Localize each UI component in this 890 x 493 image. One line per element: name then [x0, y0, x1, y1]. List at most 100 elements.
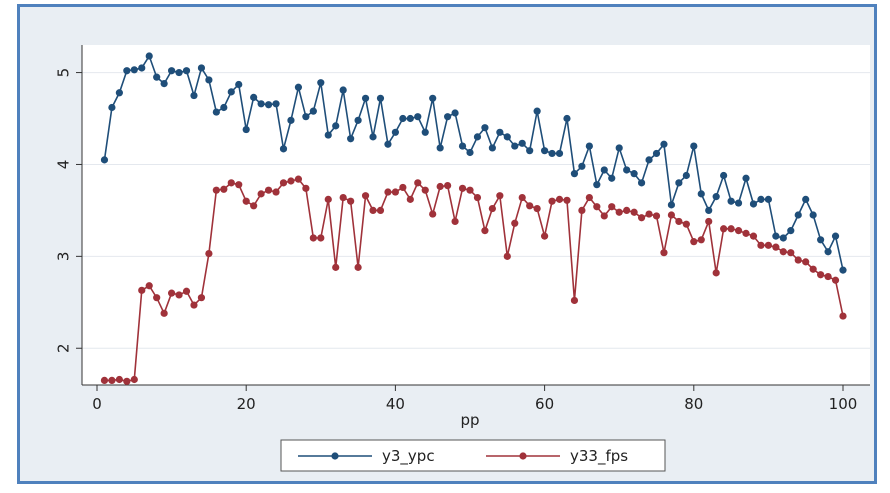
data-point-y33_fps	[473, 193, 482, 202]
data-point-y3_ypc	[264, 101, 273, 109]
data-point-y3_ypc	[220, 103, 228, 112]
series-layer	[100, 52, 847, 385]
data-point-y33_fps	[660, 249, 668, 257]
data-point-y3_ypc	[458, 142, 467, 150]
data-point-y3_ypc	[817, 236, 825, 244]
data-point-y33_fps	[384, 188, 392, 196]
data-point-y33_fps	[787, 249, 795, 257]
data-point-y3_ypc	[541, 147, 549, 155]
gridlines	[82, 72, 870, 349]
data-point-y3_ypc	[757, 195, 765, 203]
data-point-y33_fps	[526, 202, 534, 210]
plot-area	[82, 45, 870, 385]
x-tick-label: 80	[684, 395, 703, 413]
data-point-y3_ypc	[772, 232, 780, 240]
data-point-y3_ypc	[764, 195, 773, 203]
data-point-y33_fps	[205, 249, 213, 258]
data-point-y3_ypc	[496, 128, 504, 136]
data-point-y33_fps	[518, 193, 526, 202]
data-point-y33_fps	[399, 183, 407, 192]
data-point-y33_fps	[511, 219, 519, 227]
data-point-y3_ypc	[600, 166, 608, 174]
data-point-y3_ypc	[712, 193, 720, 201]
data-point-y3_ypc	[466, 148, 474, 157]
data-point-y33_fps	[757, 241, 765, 249]
data-point-y3_ypc	[287, 116, 295, 124]
data-point-y33_fps	[824, 272, 832, 281]
data-point-y33_fps	[242, 197, 250, 205]
data-point-y3_ypc	[578, 162, 586, 170]
data-point-y3_ypc	[675, 179, 683, 187]
data-point-y33_fps	[138, 286, 146, 294]
data-point-y33_fps	[690, 238, 698, 246]
data-point-y3_ypc	[279, 145, 288, 153]
axes: 2 3 4 5 0 20 40 60 80 100	[55, 45, 870, 413]
data-point-y3_ypc	[623, 166, 631, 174]
data-point-y3_ypc	[332, 122, 340, 130]
data-point-y33_fps	[630, 208, 638, 216]
data-point-y3_ypc	[197, 64, 206, 72]
chart-frame: 2 3 4 5 0 20 40 60 80 100 pp y3_ypc y33_fps	[17, 4, 877, 484]
data-point-y33_fps	[294, 175, 303, 183]
y-tick-label: 2	[55, 343, 73, 353]
data-point-y33_fps	[250, 202, 258, 210]
data-point-y3_ypc	[563, 114, 571, 123]
legend-label-y3_ypc: y3_ypc	[382, 447, 435, 466]
data-point-y3_ypc	[376, 94, 385, 102]
data-point-y33_fps	[809, 265, 817, 273]
x-tick-label: 40	[386, 395, 405, 413]
data-point-y33_fps	[168, 289, 176, 297]
data-point-y3_ypc	[615, 144, 623, 152]
data-point-y33_fps	[429, 210, 437, 218]
data-point-y3_ypc	[399, 114, 407, 123]
y-tick-label: 3	[55, 252, 73, 262]
data-point-y33_fps	[593, 203, 601, 211]
data-point-y33_fps	[548, 197, 556, 205]
data-point-y3_ypc	[444, 113, 452, 121]
data-point-y33_fps	[533, 204, 541, 213]
data-point-y3_ypc	[324, 131, 332, 139]
y-tick-label: 5	[55, 68, 73, 78]
data-point-y33_fps	[302, 184, 310, 192]
data-point-y33_fps	[570, 296, 579, 305]
data-point-y3_ypc	[361, 94, 370, 102]
data-point-y33_fps	[324, 195, 332, 203]
data-point-y3_ypc	[526, 147, 534, 155]
data-point-y3_ypc	[212, 108, 220, 116]
data-point-y33_fps	[332, 263, 340, 271]
data-point-y3_ypc	[123, 67, 131, 75]
data-point-y3_ypc	[705, 206, 713, 215]
data-point-y3_ypc	[391, 128, 399, 136]
data-point-y3_ypc	[697, 190, 705, 198]
data-point-y33_fps	[645, 210, 653, 218]
data-point-y33_fps	[264, 186, 273, 194]
data-point-y3_ypc	[108, 103, 116, 112]
data-point-y33_fps	[197, 294, 206, 302]
data-point-y33_fps	[503, 252, 511, 260]
data-point-y33_fps	[458, 184, 467, 192]
data-point-y33_fps	[652, 212, 661, 220]
data-point-y33_fps	[182, 287, 191, 295]
data-point-y3_ypc	[555, 149, 564, 158]
data-point-y3_ypc	[138, 64, 146, 72]
data-point-y33_fps	[317, 234, 325, 242]
data-point-y3_ypc	[436, 144, 444, 152]
data-point-y3_ypc	[421, 128, 429, 136]
data-point-y33_fps	[794, 256, 802, 264]
data-point-y33_fps	[779, 248, 787, 256]
data-point-y33_fps	[802, 258, 810, 266]
data-point-y33_fps	[772, 243, 780, 251]
x-tick-label: 100	[829, 395, 858, 413]
data-point-y33_fps	[287, 177, 295, 185]
data-point-y33_fps	[354, 263, 362, 271]
data-point-y33_fps	[541, 232, 549, 240]
data-point-y3_ypc	[511, 142, 519, 150]
data-point-y3_ypc	[205, 76, 213, 84]
data-point-y3_ypc	[637, 179, 646, 187]
data-point-y3_ypc	[309, 107, 317, 115]
data-point-y3_ypc	[831, 232, 840, 240]
data-point-y3_ypc	[548, 149, 556, 158]
legend-marker-y33_fps	[519, 452, 527, 460]
data-point-y3_ypc	[354, 116, 362, 124]
data-point-y3_ypc	[742, 174, 750, 182]
